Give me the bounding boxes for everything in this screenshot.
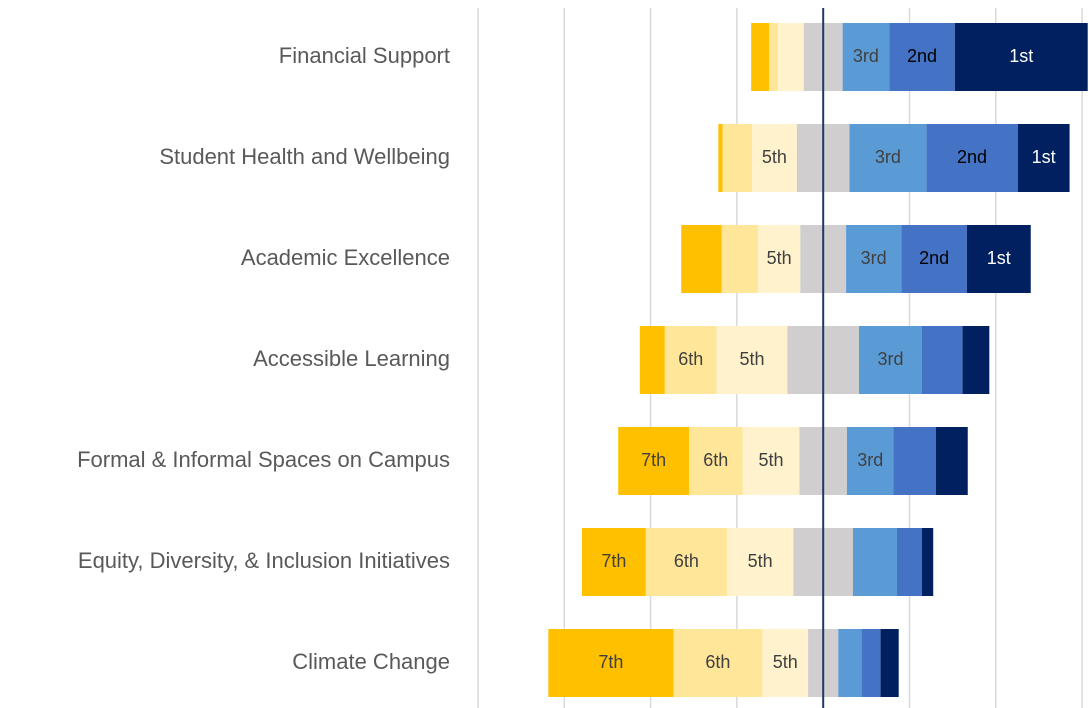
segment-label: 3rd <box>875 147 901 167</box>
bar-segment <box>758 225 801 293</box>
segment-label: 5th <box>773 652 798 672</box>
category-label: Climate Change <box>292 649 450 674</box>
segment-label: 5th <box>758 450 783 470</box>
segment-label: 6th <box>703 450 728 470</box>
bar-segment <box>722 124 753 192</box>
bar-segment <box>718 124 723 192</box>
bar-segment <box>838 629 862 697</box>
bar-segment <box>751 23 770 91</box>
segment-label: 2nd <box>907 46 937 66</box>
segment-label: 2nd <box>957 147 987 167</box>
bar-segment <box>926 124 1018 192</box>
segment-label: 1st <box>1032 147 1056 167</box>
segment-label: 3rd <box>878 349 904 369</box>
bar-segment <box>618 427 690 495</box>
segment-label: 6th <box>674 551 699 571</box>
segment-label: 1st <box>987 248 1011 268</box>
bar-segment <box>846 225 902 293</box>
category-label: Accessible Learning <box>253 346 450 371</box>
bar-segment <box>966 225 1031 293</box>
bar-segment <box>581 528 646 596</box>
bar-segment <box>639 326 665 394</box>
segment-label: 5th <box>748 551 773 571</box>
bar-segment <box>880 629 899 697</box>
segment-label: 5th <box>762 147 787 167</box>
bar-segment <box>673 629 763 697</box>
bar-segment <box>962 326 990 394</box>
category-label: Student Health and Wellbeing <box>159 144 450 169</box>
segment-label: 2nd <box>919 248 949 268</box>
segment-label: 1st <box>1009 46 1033 66</box>
bar-segment <box>752 124 797 192</box>
bar-segment <box>716 326 788 394</box>
bar-segment <box>842 23 890 91</box>
bar-segment <box>777 23 804 91</box>
bar-segment <box>681 225 722 293</box>
bar-segment <box>861 629 881 697</box>
bar-segment <box>893 427 936 495</box>
bar-segment <box>849 124 927 192</box>
bar-segment <box>922 528 934 596</box>
bar-segment <box>664 326 717 394</box>
bar-segment <box>922 326 963 394</box>
bar-segment <box>645 528 727 596</box>
bar-segment <box>769 23 778 91</box>
bar-segment <box>935 427 968 495</box>
bar-segment <box>954 23 1088 91</box>
segment-label: 3rd <box>857 450 883 470</box>
segment-label: 3rd <box>853 46 879 66</box>
segment-label: 7th <box>641 450 666 470</box>
bar-segment <box>721 225 759 293</box>
bar-segment <box>846 427 894 495</box>
bar-segment <box>901 225 967 293</box>
segment-label: 7th <box>598 652 623 672</box>
category-label: Academic Excellence <box>241 245 450 270</box>
bar-segment <box>1017 124 1070 192</box>
segment-label: 3rd <box>861 248 887 268</box>
bar-segment <box>762 629 809 697</box>
bar-segment <box>548 629 674 697</box>
segment-label: 6th <box>705 652 730 672</box>
category-label: Equity, Diversity, & Inclusion Initiativ… <box>78 548 450 573</box>
segment-label: 6th <box>678 349 703 369</box>
category-label: Financial Support <box>279 43 450 68</box>
bar-segment <box>852 528 897 596</box>
category-label: Formal & Informal Spaces on Campus <box>77 447 450 472</box>
bar-segment <box>726 528 794 596</box>
bar-segment <box>689 427 743 495</box>
bar-segment <box>889 23 955 91</box>
bar-segment <box>742 427 800 495</box>
segment-label: 5th <box>767 248 792 268</box>
bar-segment <box>896 528 923 596</box>
bar-segment <box>859 326 923 394</box>
segment-label: 5th <box>739 349 764 369</box>
segment-label: 7th <box>601 551 626 571</box>
